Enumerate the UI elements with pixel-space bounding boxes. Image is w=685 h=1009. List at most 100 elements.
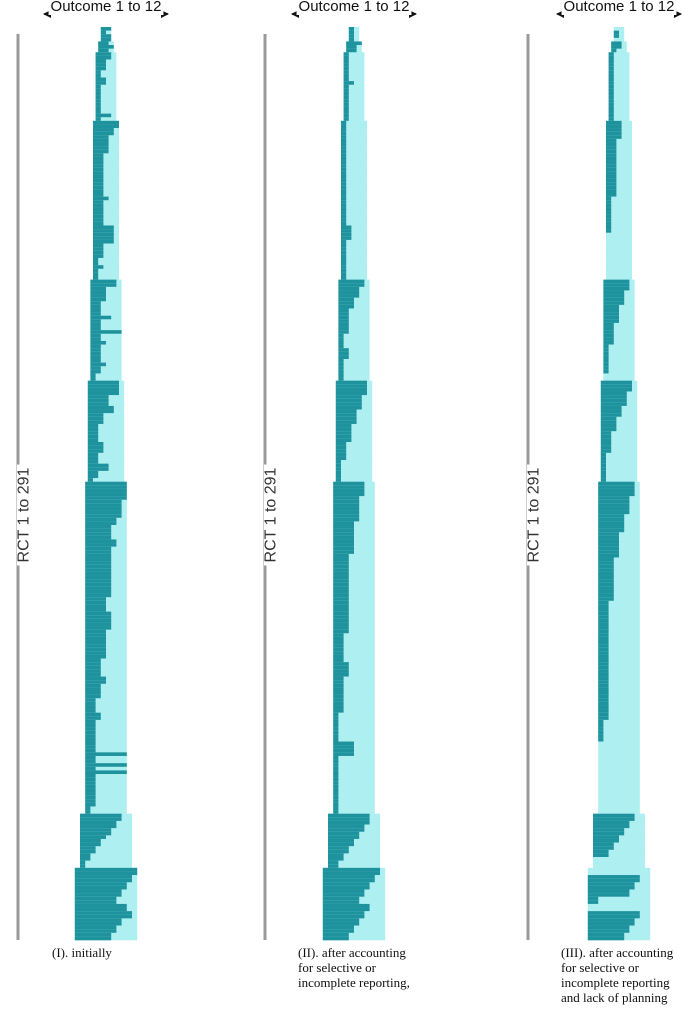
trial-row-bg xyxy=(333,701,375,706)
trial-row-bg xyxy=(600,452,638,457)
trial-row-bg xyxy=(333,658,375,663)
reported-outcomes-bar xyxy=(80,846,96,851)
trial-row-bg xyxy=(95,84,117,89)
reported-outcomes-bar xyxy=(338,377,344,381)
trial-row-bg xyxy=(90,369,122,374)
reported-outcomes-bar xyxy=(338,348,349,353)
trial-row-bg xyxy=(593,846,645,851)
reported-outcomes-bar xyxy=(598,553,619,558)
reported-outcomes-bar xyxy=(338,319,349,324)
reported-outcomes-bar xyxy=(338,290,360,295)
trial-row-bg xyxy=(93,153,119,158)
trial-row-bg xyxy=(598,755,640,760)
reported-outcomes-bar xyxy=(87,413,104,418)
reported-outcomes-bar xyxy=(85,694,101,699)
reported-outcomes-bar xyxy=(598,525,625,529)
reported-outcomes-bar xyxy=(598,705,609,710)
reported-outcomes-bar xyxy=(85,752,127,757)
reported-outcomes-bar xyxy=(87,423,99,428)
trial-row-bg xyxy=(606,189,632,194)
reported-outcomes-bar xyxy=(606,178,617,183)
trial-row-bg xyxy=(333,633,375,638)
reported-outcomes-bar xyxy=(348,34,354,39)
reported-outcomes-bar xyxy=(85,636,106,641)
reported-outcomes-bar xyxy=(333,561,349,565)
trial-row-bg xyxy=(333,553,375,558)
reported-outcomes-bar xyxy=(333,672,349,677)
reported-outcomes-bar xyxy=(603,362,609,367)
trial-row-bg xyxy=(333,561,375,565)
reported-outcomes-bar xyxy=(80,817,122,822)
trial-row-bg xyxy=(606,171,632,176)
trial-row-bg xyxy=(613,27,625,31)
trial-row-bg xyxy=(333,647,375,652)
reported-outcomes-bar xyxy=(85,521,117,526)
reported-outcomes-bar xyxy=(333,622,349,627)
reported-outcomes-bar xyxy=(338,315,349,320)
trial-row-bg xyxy=(598,792,640,796)
trial-row-bg xyxy=(333,698,375,703)
trial-row-bg xyxy=(341,254,367,259)
reported-outcomes-bar xyxy=(85,485,127,490)
reported-outcomes-bar xyxy=(598,626,609,630)
trial-row-bg xyxy=(90,319,122,324)
reported-outcomes-bar xyxy=(93,182,104,187)
reported-outcomes-bar xyxy=(85,499,122,504)
trial-row-bg xyxy=(598,579,640,584)
reported-outcomes-bar xyxy=(85,604,106,609)
reported-outcomes-bar xyxy=(338,340,344,345)
trial-row-bg xyxy=(603,326,635,331)
trial-row-bg xyxy=(333,622,375,627)
reported-outcomes-bar xyxy=(95,88,101,93)
reported-outcomes-bar xyxy=(603,301,625,306)
trial-row-bg xyxy=(598,633,640,638)
trial-row-bg xyxy=(608,95,630,100)
trial-row-bg xyxy=(90,344,122,349)
trial-row-bg xyxy=(341,142,367,147)
reported-outcomes-bar xyxy=(333,615,349,620)
reported-outcomes-bar xyxy=(74,914,132,919)
x-axis-label: Outcome 1 to 12 xyxy=(51,0,162,15)
trial-row-bg xyxy=(341,268,367,273)
reported-outcomes-bar xyxy=(341,128,347,132)
trial-row-bg xyxy=(343,110,365,114)
reported-outcomes-bar xyxy=(341,276,347,280)
x-axis-label: Outcome 1 to 12 xyxy=(564,0,675,15)
reported-outcomes-bar xyxy=(85,763,127,768)
reported-outcomes-bar xyxy=(85,611,112,616)
x-axis-label: Outcome 1 to 12 xyxy=(299,0,410,15)
reported-outcomes-bar xyxy=(85,546,112,551)
trial-row-bg xyxy=(328,857,380,861)
trial-row-bg xyxy=(598,564,640,569)
trial-row-bg xyxy=(85,723,127,728)
trial-row-bg xyxy=(608,113,630,118)
reported-outcomes-bar xyxy=(593,842,614,847)
trial-row-bg xyxy=(85,774,127,778)
reported-outcomes-bar xyxy=(587,914,640,919)
reported-outcomes-bar xyxy=(95,70,101,75)
reported-outcomes-bar xyxy=(87,387,119,392)
reported-outcomes-bar xyxy=(335,384,367,389)
trial-row-bg xyxy=(341,124,367,129)
trial-row-bg xyxy=(93,178,119,183)
trial-row-bg xyxy=(606,207,632,212)
trial-row-bg xyxy=(328,860,380,865)
reported-outcomes-bar xyxy=(85,539,117,544)
trial-row-bg xyxy=(603,369,635,374)
trial-row-bg xyxy=(343,59,365,64)
trial-row-bg xyxy=(93,167,119,172)
reported-outcomes-bar xyxy=(333,517,360,522)
trial-row-bg xyxy=(333,719,375,724)
reported-outcomes-bar xyxy=(600,456,606,461)
reported-outcomes-bar xyxy=(600,416,617,421)
trial-row-bg xyxy=(341,185,367,190)
reported-outcomes-bar xyxy=(74,867,138,872)
reported-outcomes-bar xyxy=(598,550,619,555)
trial-row-bg xyxy=(87,449,125,454)
reported-outcomes-bar xyxy=(333,510,360,515)
reported-outcomes-bar xyxy=(600,467,606,472)
trial-row-bg xyxy=(87,442,125,446)
y-axis-label-backing xyxy=(527,464,539,566)
reported-outcomes-bar xyxy=(341,171,347,176)
reported-outcomes-bar xyxy=(587,878,640,883)
